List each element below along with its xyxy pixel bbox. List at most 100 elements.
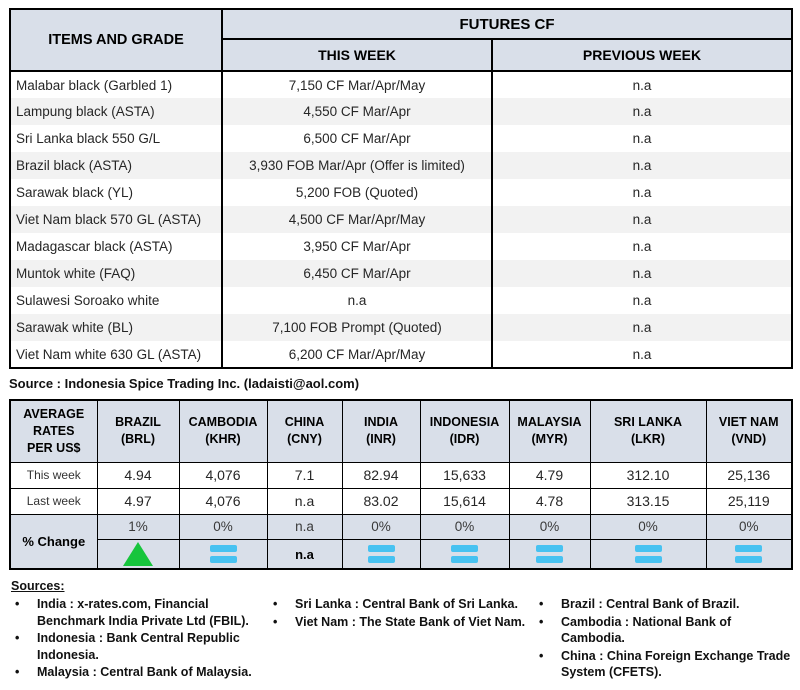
pct-change-value: 0% (589, 513, 707, 540)
item-name: Madagascar black (ASTA) (9, 233, 223, 260)
rates-col-header: INDONESIA (IDR) (419, 399, 510, 463)
rate-last-week: 4.78 (508, 487, 591, 515)
pct-change-value: 0% (508, 513, 591, 540)
rates-col-header: CAMBODIA (KHR) (178, 399, 268, 463)
item-name: Sulawesi Soroako white (9, 287, 223, 314)
rates-this-week-row: This week 4.94 4,076 7.1 82.94 15,633 4.79 312… (9, 461, 793, 489)
this-week-value: 6,200 CF Mar/Apr/May (221, 341, 493, 368)
sources-col-1: India : x-rates.com, Financial Benchmark… (9, 596, 267, 682)
this-week-value: 6,450 CF Mar/Apr (221, 260, 493, 287)
rates-pct-row: % Change 1% 0% n.a 0% 0% 0% 0% 0% (9, 513, 793, 570)
rate-last-week: 4,076 (178, 487, 268, 515)
country-name: INDONESIA (429, 415, 500, 430)
futures-row: Viet Nam black 570 GL (ASTA) 4,500 CF Mar… (9, 206, 793, 233)
rate-this-week: 312.10 (589, 461, 707, 489)
sources-columns: India : x-rates.com, Financial Benchmark… (9, 596, 791, 682)
equals-bar (209, 555, 237, 563)
previous-week-value: n.a (491, 179, 793, 206)
source-item: China : China Foreign Exchange Trade Sys… (533, 648, 791, 681)
item-name: Sarawak white (BL) (9, 314, 223, 341)
country-name: MALAYSIA (517, 415, 582, 430)
previous-week-value: n.a (491, 98, 793, 125)
country-name: SRI LANKA (613, 415, 683, 430)
futures-row: Viet Nam white 630 GL (ASTA) 6,200 CF Mar… (9, 341, 793, 368)
previous-week-value: n.a (491, 125, 793, 152)
this-week-value: 5,200 FOB (Quoted) (221, 179, 493, 206)
pct-change-value: 0% (178, 513, 268, 540)
previous-week-value: n.a (491, 152, 793, 179)
rate-last-week: n.a (266, 487, 343, 515)
sources-section: Sources: India : x-rates.com, Financial … (9, 579, 791, 682)
equals-bar (367, 544, 395, 552)
previous-week-value: n.a (491, 206, 793, 233)
up-triangle-icon (123, 541, 153, 566)
futures-cf-header: FUTURES CF (221, 8, 793, 40)
rate-this-week: 25,136 (705, 461, 793, 489)
futures-row: Sarawak black (YL) 5,200 FOB (Quoted) n.a (9, 179, 793, 206)
previous-week-value: n.a (491, 71, 793, 98)
rate-last-week: 25,119 (705, 487, 793, 515)
previous-week-value: n.a (491, 314, 793, 341)
source-item: Malaysia : Central Bank of Malaysia. (9, 664, 267, 681)
equals-bar (735, 544, 763, 552)
rates-col-header: SRI LANKA (LKR) (589, 399, 707, 463)
trend-cell (341, 538, 421, 570)
rates-col-header: MALAYSIA (MYR) (508, 399, 591, 463)
equals-bar (209, 544, 237, 552)
rates-col-header: VIET NAM (VND) (705, 399, 793, 463)
last-week-label: Last week (9, 487, 98, 515)
equals-icon (512, 544, 588, 563)
pct-change-value: 1% (96, 513, 180, 540)
currency-code: (CNY) (287, 432, 322, 447)
previous-week-value: n.a (491, 260, 793, 287)
currency-code: (VND) (731, 432, 767, 447)
rate-this-week: 7.1 (266, 461, 343, 489)
futures-row: Sulawesi Soroako white n.a n.a (9, 287, 793, 314)
equals-bar (536, 555, 563, 563)
rate-last-week: 4.97 (96, 487, 180, 515)
currency-code: (LKR) (630, 432, 665, 447)
rates-col-header: CHINA (CNY) (266, 399, 343, 463)
item-name: Brazil black (ASTA) (9, 152, 223, 179)
source-item: Viet Nam : The State Bank of Viet Nam. (267, 614, 533, 631)
rate-this-week: 82.94 (341, 461, 421, 489)
items-and-grade-header: ITEMS AND GRADE (9, 8, 223, 72)
rate-last-week: 313.15 (589, 487, 707, 515)
rates-header-row: AVERAGE RATES PER US$ BRAZIL (BRL) CAMBODI… (9, 399, 793, 463)
rate-this-week: 4.94 (96, 461, 180, 489)
futures-row: Lampung black (ASTA) 4,550 CF Mar/Apr n.a (9, 98, 793, 125)
currency-code: (KHR) (205, 432, 241, 447)
item-name: Muntok white (FAQ) (9, 260, 223, 287)
this-week-value: 4,500 CF Mar/Apr/May (221, 206, 493, 233)
source-item: Indonesia : Bank Central Republic Indone… (9, 630, 267, 663)
source-item: Brazil : Central Bank of Brazil. (533, 596, 791, 613)
futures-row: Muntok white (FAQ) 6,450 CF Mar/Apr n.a (9, 260, 793, 287)
this-week-value: 3,930 FOB Mar/Apr (Offer is limited) (221, 152, 493, 179)
equals-icon (345, 544, 418, 563)
pct-change-value: n.a (266, 513, 343, 540)
equals-bar (634, 555, 662, 563)
pct-change-label: % Change (9, 513, 98, 570)
equals-bar (451, 555, 478, 563)
country-name: VIET NAM (718, 415, 779, 430)
equals-bar (367, 555, 395, 563)
source-item: Cambodia : National Bank of Cambodia. (533, 614, 791, 647)
equals-icon (593, 544, 704, 563)
item-name: Lampung black (ASTA) (9, 98, 223, 125)
rates-col-header: INDIA (INR) (341, 399, 421, 463)
equals-icon (709, 544, 790, 563)
rates-col-header: BRAZIL (BRL) (96, 399, 180, 463)
trend-cell (589, 538, 707, 570)
previous-week-value: n.a (491, 233, 793, 260)
source-line: Source : Indonesia Spice Trading Inc. (l… (9, 376, 360, 391)
item-name: Malabar black (Garbled 1) (9, 71, 223, 98)
futures-body: Malabar black (Garbled 1) 7,150 CF Mar/Ap… (9, 71, 793, 368)
futures-row: Madagascar black (ASTA) 3,950 CF Mar/Apr n… (9, 233, 793, 260)
rate-last-week: 15,614 (419, 487, 510, 515)
rate-this-week: 4,076 (178, 461, 268, 489)
rates-last-week-row: Last week 4.97 4,076 n.a 83.02 15,614 4.78 313… (9, 487, 793, 515)
trend-cell (178, 538, 268, 570)
futures-row: Brazil black (ASTA) 3,930 FOB Mar/Apr (Of… (9, 152, 793, 179)
futures-header-row-1: ITEMS AND GRADE FUTURES CF (9, 8, 793, 72)
